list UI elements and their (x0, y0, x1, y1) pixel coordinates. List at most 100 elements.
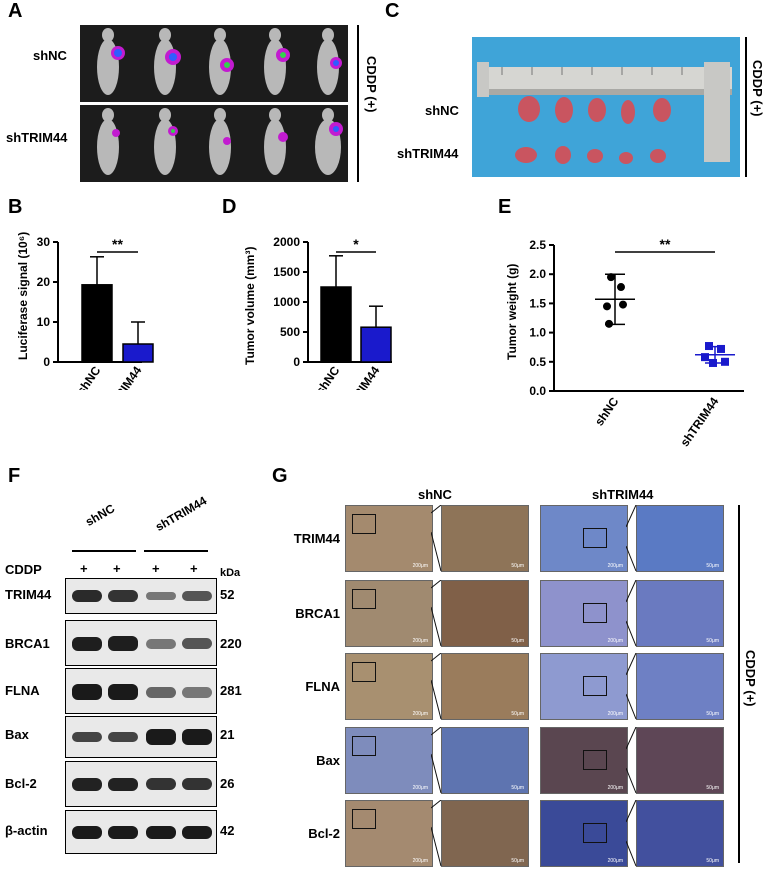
zoom-region-box (583, 750, 607, 770)
panel-letter-d: D (222, 196, 237, 218)
zoom-connector (431, 505, 442, 572)
significance-label: ** (660, 236, 671, 252)
row-label-shtrim44: shTRIM44 (6, 130, 68, 145)
wb-blot (65, 761, 217, 807)
zoom-region-box (583, 823, 607, 843)
zoom-line (431, 531, 442, 572)
y-tick-label: 10 (37, 315, 51, 329)
zoom-line (431, 653, 442, 662)
scale-bar-label: 200μm (607, 785, 623, 791)
ihc-image-low-mag: 200μm (345, 505, 433, 572)
x-tick-label: shNC (74, 363, 104, 390)
panel-letter-g: G (272, 465, 288, 487)
wb-protein-label: Bcl-2 (5, 776, 37, 791)
zoom-line (626, 580, 637, 603)
zoom-region-box (583, 603, 607, 623)
scale-bar-label: 200μm (607, 563, 623, 569)
zoom-connector (431, 580, 442, 647)
bracket-line-a (357, 25, 359, 182)
y-tick-label: 2000 (273, 235, 300, 249)
scale-bar-label: 50μm (706, 858, 719, 864)
zoom-line (626, 840, 637, 867)
wb-kda-value: 42 (220, 823, 235, 838)
row-label-shnc: shNC (33, 48, 67, 63)
y-tick-label: 1000 (273, 295, 300, 309)
bracket-line-c (745, 37, 747, 177)
ihc-image-low-mag: 200μm (540, 800, 628, 867)
zoom-connector (431, 653, 442, 720)
bar (320, 286, 352, 363)
zoom-region-box (352, 736, 376, 756)
zoom-line (626, 620, 637, 647)
wb-group-label-shtrim44: shTRIM44 (153, 493, 210, 534)
wb-kda-value: 26 (220, 776, 235, 791)
axes-e: 0.0 0.5 1.0 1.5 2.0 2.5 shNC shTRIM44 ** (529, 236, 744, 449)
ihc-image-high-mag: 50μm (441, 505, 529, 572)
zoom-line (431, 826, 442, 867)
zoom-line (431, 800, 442, 809)
panel-letter-f: F (8, 465, 21, 487)
significance-label: ** (112, 236, 123, 252)
wb-kda-value: 21 (220, 727, 235, 742)
ihc-row-label: TRIM44 (293, 531, 340, 546)
zoom-connector (626, 653, 637, 720)
chart-e: Tumor weight (g) 0.0 0.5 1.0 1.5 2.0 2.5 shNC s… (505, 236, 744, 449)
zoom-connector (626, 505, 637, 572)
bioluminescence-image-shnc (80, 25, 348, 102)
zoom-connector (431, 800, 442, 867)
wb-protein-label: β-actin (5, 823, 48, 838)
data-point (605, 319, 613, 328)
x-tick-label: shTRIM44 (338, 363, 382, 390)
y-tick-label: 2.0 (529, 267, 546, 281)
y-tick-label: 20 (37, 275, 51, 289)
ihc-image-high-mag: 50μm (441, 800, 529, 867)
wb-protein-label: BRCA1 (5, 636, 50, 651)
data-point (709, 358, 717, 367)
scale-bar-label: 50μm (511, 711, 524, 717)
significance-label: * (353, 236, 359, 252)
ylabel-d: Tumor volume (mm³) (243, 247, 257, 365)
data-point (603, 302, 611, 311)
scale-bar-label: 50μm (511, 563, 524, 569)
zoom-line (626, 545, 637, 572)
ihc-image-high-mag: 50μm (441, 727, 529, 794)
zoom-connector (626, 727, 637, 794)
y-tick-label: 0 (43, 355, 50, 369)
panel-letter-e: E (498, 196, 512, 218)
y-tick-label: 1.5 (529, 296, 546, 310)
scale-bar-label: 200μm (607, 638, 623, 644)
ihc-image-low-mag: 200μm (540, 580, 628, 647)
data-point (717, 344, 725, 353)
data-point (721, 357, 729, 366)
ihc-image-high-mag: 50μm (441, 580, 529, 647)
zoom-region-box (352, 589, 376, 609)
wb-treatment-label: CDDP (5, 562, 42, 577)
ihc-column-shnc: shNC (418, 487, 452, 502)
panel-letter-c: C (385, 0, 400, 22)
data-point (617, 283, 625, 292)
data-point (701, 353, 709, 362)
zoom-line (431, 580, 442, 589)
ihc-image-high-mag: 50μm (636, 800, 724, 867)
ihc-row-label: Bcl-2 (308, 826, 340, 841)
ihc-image-low-mag: 200μm (345, 653, 433, 720)
wb-kda-value: 281 (220, 683, 242, 698)
treatment-label-c: CDDP (+) (750, 60, 765, 117)
zoom-line (626, 653, 637, 676)
y-tick-label: 0.0 (529, 384, 546, 398)
row-label-c-shtrim44: shTRIM44 (397, 146, 459, 161)
ihc-row-label: Bax (316, 753, 340, 768)
y-tick-label: 500 (280, 325, 300, 339)
wb-plus-4: + (190, 561, 198, 576)
x-tick-label: shNC (592, 394, 622, 428)
bar (81, 284, 113, 363)
chart-b: Luciferase signal (10⁶) 0 10 20 30 shNCshTRI… (16, 232, 154, 390)
ylabel-e: Tumor weight (g) (505, 264, 519, 360)
scale-bar-label: 200μm (607, 858, 623, 864)
zoom-line (626, 767, 637, 794)
ihc-image-high-mag: 50μm (636, 580, 724, 647)
zoom-line (626, 693, 637, 720)
scale-bar-label: 200μm (412, 711, 428, 717)
wb-group-line-shnc (72, 550, 136, 552)
x-tick-label: shNC (313, 363, 343, 390)
